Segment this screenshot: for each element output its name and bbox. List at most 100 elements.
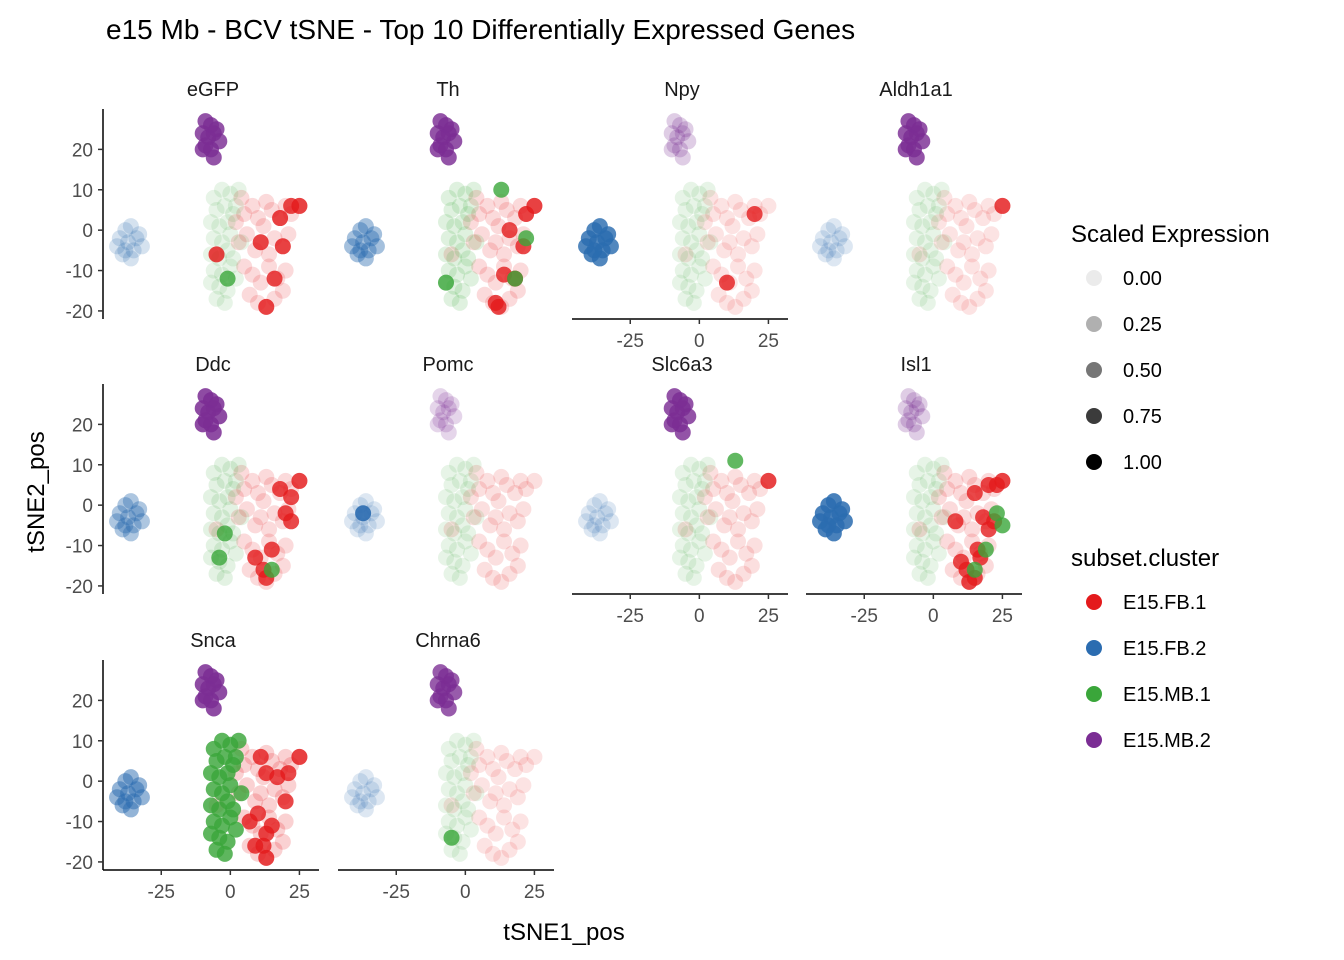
scatter-point xyxy=(462,765,479,782)
scatter-point xyxy=(482,517,499,534)
scatter-point xyxy=(114,521,131,538)
scatter-point xyxy=(730,258,747,275)
scatter-point xyxy=(597,505,614,522)
facet-points xyxy=(578,113,777,315)
scatter-point xyxy=(263,561,280,578)
color-legend-label: E15.MB.2 xyxy=(1123,730,1211,752)
scatter-point xyxy=(227,748,244,765)
scatter-point xyxy=(908,505,925,522)
scatter-point xyxy=(465,785,482,802)
scatter-point xyxy=(451,845,468,862)
scatter-point xyxy=(743,282,760,299)
scatter-point xyxy=(258,193,275,210)
scatter-point xyxy=(443,829,460,846)
size-legend-label: 0.50 xyxy=(1123,360,1162,382)
scatter-point xyxy=(465,234,482,251)
scatter-point xyxy=(114,246,131,263)
scatter-point xyxy=(955,234,972,251)
scatter-point xyxy=(589,509,606,526)
scatter-point xyxy=(446,250,463,267)
facet-label: Snca xyxy=(190,630,236,652)
scatter-point xyxy=(479,197,496,214)
scatter-point xyxy=(694,250,711,267)
x-tick-label: 0 xyxy=(460,882,471,903)
scatter-point xyxy=(443,565,460,582)
scatter-point xyxy=(955,274,972,291)
scatter-point xyxy=(457,460,474,477)
scatter-point xyxy=(672,274,688,291)
scatter-point xyxy=(578,513,595,530)
scatter-point xyxy=(705,481,722,497)
scatter-point xyxy=(980,262,997,279)
scatter-point xyxy=(936,234,953,251)
scatter-point xyxy=(691,533,708,550)
scatter-point xyxy=(449,234,466,251)
scatter-point xyxy=(446,553,463,570)
scatter-point xyxy=(211,408,228,425)
scatter-point xyxy=(233,785,250,802)
scatter-point xyxy=(487,294,504,311)
facet-points xyxy=(344,113,543,315)
scatter-point xyxy=(507,485,524,502)
scatter-point xyxy=(602,238,619,255)
scatter-point xyxy=(449,266,466,283)
scatter-point xyxy=(133,238,150,255)
scatter-point xyxy=(683,456,700,473)
facet-panel: Pomc xyxy=(344,354,543,590)
color-legend-key xyxy=(1086,594,1102,610)
scatter-point xyxy=(233,464,250,481)
scatter-point xyxy=(440,262,457,279)
scatter-point xyxy=(908,464,925,481)
scatter-point xyxy=(449,541,466,558)
scatter-point xyxy=(219,270,236,287)
scatter-point xyxy=(205,149,222,166)
scatter-point xyxy=(484,485,501,502)
x-tick-label: 0 xyxy=(928,606,939,627)
scatter-point xyxy=(454,517,471,534)
y-tick-label: 10 xyxy=(72,181,93,202)
scatter-point xyxy=(688,557,705,574)
scatter-point xyxy=(683,181,700,198)
x-tick-label: 0 xyxy=(225,882,236,903)
scatter-point xyxy=(919,569,936,586)
scatter-point xyxy=(349,521,366,538)
scatter-point xyxy=(443,290,460,307)
scatter-point xyxy=(131,501,148,518)
facet-panel: Chrna6 -25 0 25 xyxy=(338,630,554,903)
scatter-point xyxy=(988,505,1005,522)
scatter-point xyxy=(443,121,460,138)
scatter-point xyxy=(344,238,361,255)
color-legend-label: E15.FB.1 xyxy=(1123,592,1206,614)
scatter-point xyxy=(738,545,755,562)
scatter-point xyxy=(836,238,853,255)
scatter-point xyxy=(465,181,482,198)
scatter-point xyxy=(117,497,134,514)
scatter-point xyxy=(591,250,608,267)
scatter-point xyxy=(964,258,981,275)
scatter-point xyxy=(925,226,942,243)
scatter-point xyxy=(280,777,297,794)
scatter-point xyxy=(252,234,269,251)
scatter-point xyxy=(512,537,529,554)
scatter-point xyxy=(355,234,372,251)
scatter-point xyxy=(468,785,485,802)
scatter-point xyxy=(457,185,474,202)
scatter-point xyxy=(236,481,253,497)
scatter-point xyxy=(449,509,466,526)
scatter-point xyxy=(465,732,482,749)
scatter-point xyxy=(677,396,694,413)
scatter-point xyxy=(473,226,490,243)
scatter-point xyxy=(591,493,608,510)
scatter-point xyxy=(225,801,242,818)
scatter-point xyxy=(746,472,763,489)
scatter-point xyxy=(834,501,851,518)
scatter-point xyxy=(476,286,493,303)
scatter-point xyxy=(222,460,239,477)
scatter-point xyxy=(906,274,922,291)
scatter-point xyxy=(917,456,934,473)
scatter-point xyxy=(291,197,308,214)
scatter-point xyxy=(683,266,700,283)
scatter-point xyxy=(600,501,617,518)
scatter-point xyxy=(947,513,964,530)
scatter-point xyxy=(487,785,504,802)
